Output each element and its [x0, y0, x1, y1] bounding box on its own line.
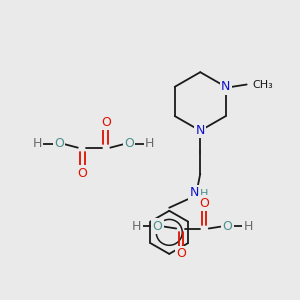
Text: O: O: [222, 220, 232, 233]
Text: O: O: [54, 137, 64, 150]
Text: N: N: [196, 124, 205, 137]
Text: O: O: [199, 196, 209, 210]
Text: N: N: [189, 186, 199, 199]
Text: H: H: [132, 220, 141, 233]
Text: O: O: [77, 167, 87, 180]
Text: O: O: [153, 220, 163, 233]
Text: O: O: [101, 116, 111, 129]
Text: CH₃: CH₃: [252, 80, 273, 89]
Text: O: O: [176, 248, 186, 260]
Text: H: H: [33, 137, 42, 150]
Text: H: H: [145, 137, 154, 150]
Text: N: N: [221, 80, 230, 93]
Text: H: H: [200, 189, 208, 199]
Text: H: H: [244, 220, 253, 233]
Text: O: O: [124, 137, 134, 150]
